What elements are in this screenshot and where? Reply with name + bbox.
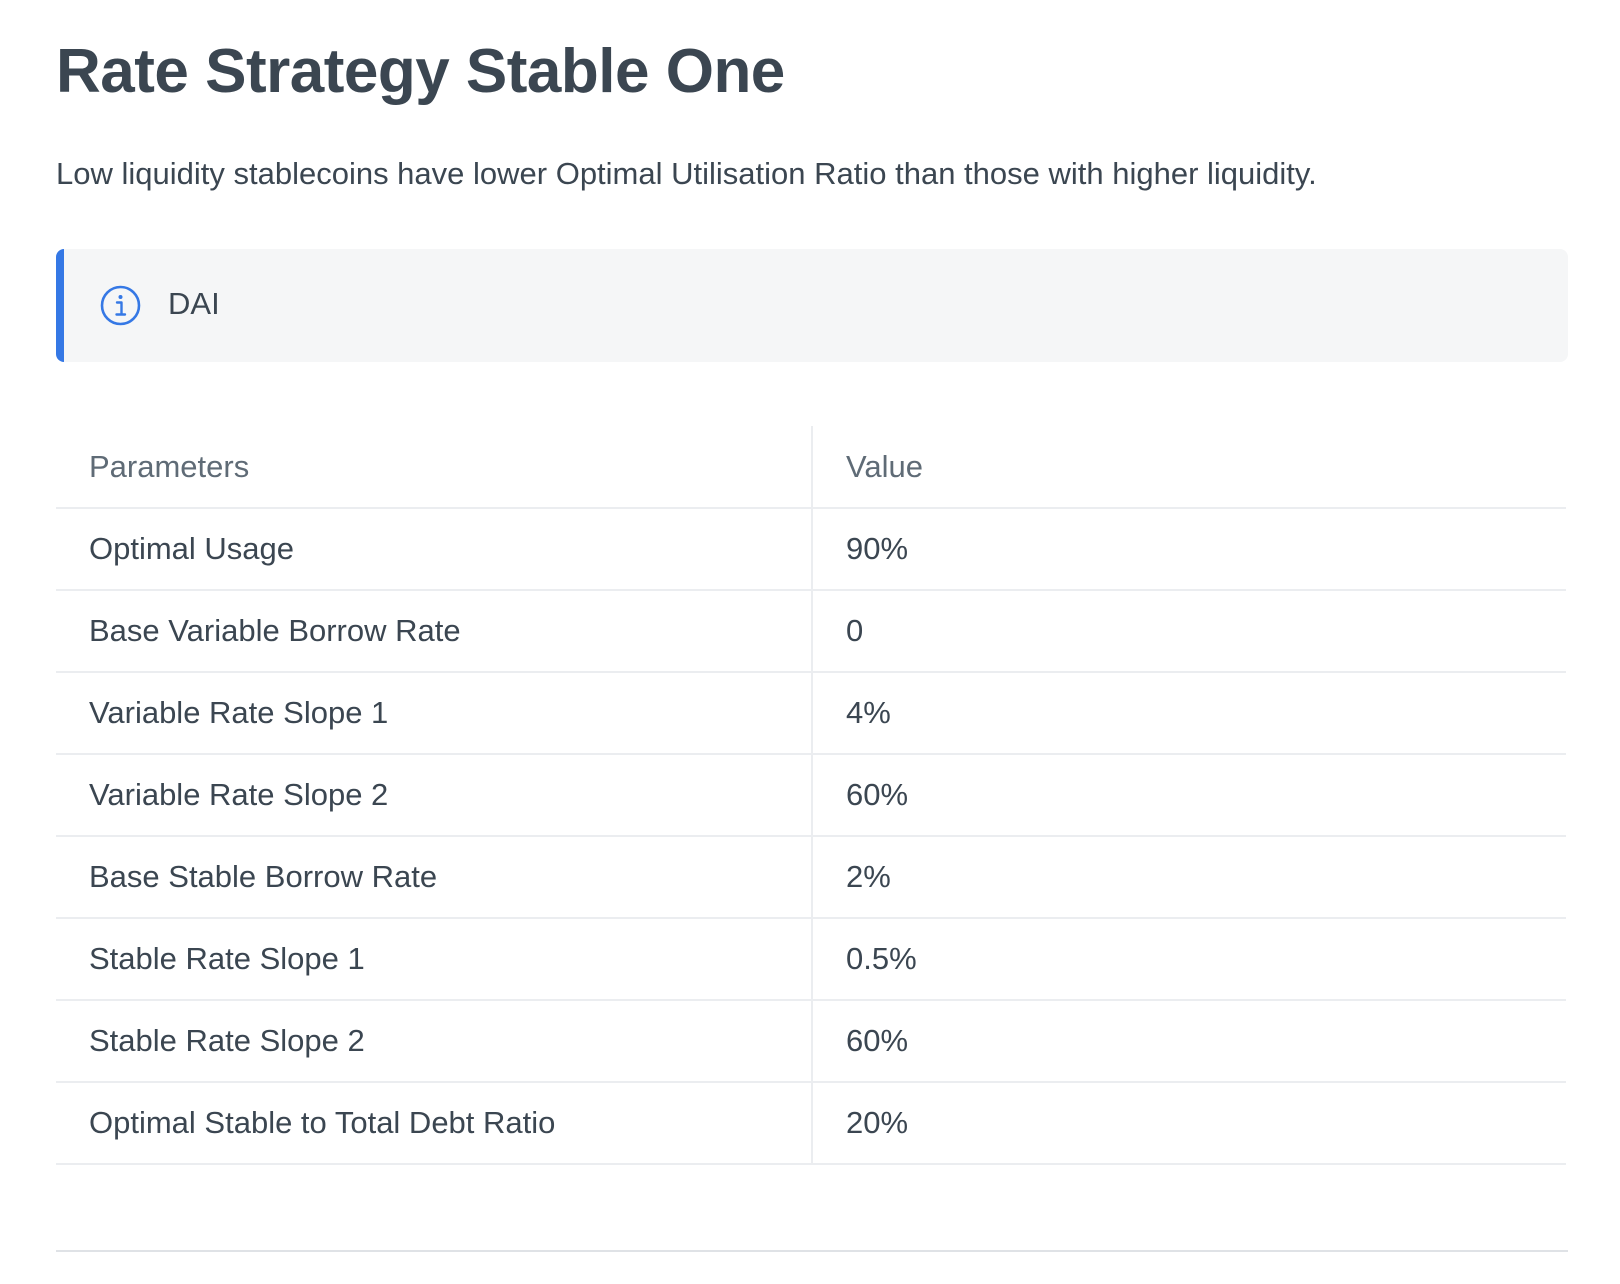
parameter-name: Stable Rate Slope 1 [56, 918, 813, 1001]
table-row: Optimal Stable to Total Debt Ratio 20% [56, 1082, 1566, 1165]
table-row: Stable Rate Slope 2 60% [56, 1000, 1566, 1083]
parameters-table: Parameters Value Optimal Usage 90% Base … [56, 426, 1566, 1165]
table-row: Variable Rate Slope 2 60% [56, 754, 1566, 837]
info-icon [100, 285, 141, 326]
column-header-value: Value [812, 426, 1566, 509]
table-header-row: Parameters Value [56, 426, 1566, 509]
page-title: Rate Strategy Stable One [56, 37, 785, 106]
parameter-name: Stable Rate Slope 2 [56, 1000, 813, 1083]
parameter-name: Variable Rate Slope 2 [56, 754, 813, 837]
table-row: Base Stable Borrow Rate 2% [56, 836, 1566, 919]
section-divider [56, 1250, 1568, 1252]
table-row: Optimal Usage 90% [56, 508, 1566, 591]
table-row: Base Variable Borrow Rate 0 [56, 590, 1566, 673]
parameter-name: Base Stable Borrow Rate [56, 836, 813, 919]
table-row: Stable Rate Slope 1 0.5% [56, 918, 1566, 1001]
info-callout: DAI [56, 249, 1568, 362]
parameter-value: 60% [812, 1000, 1566, 1083]
parameter-value: 2% [812, 836, 1566, 919]
parameter-value: 90% [812, 508, 1566, 591]
page-description: Low liquidity stablecoins have lower Opt… [56, 156, 1317, 191]
parameter-value: 0.5% [812, 918, 1566, 1001]
parameter-value: 60% [812, 754, 1566, 837]
parameter-value: 4% [812, 672, 1566, 755]
parameter-name: Optimal Usage [56, 508, 813, 591]
callout-text: DAI [168, 286, 220, 321]
parameter-name: Base Variable Borrow Rate [56, 590, 813, 673]
parameter-value: 20% [812, 1082, 1566, 1165]
table-row: Variable Rate Slope 1 4% [56, 672, 1566, 755]
parameter-name: Variable Rate Slope 1 [56, 672, 813, 755]
parameter-name: Optimal Stable to Total Debt Ratio [56, 1082, 813, 1165]
column-header-parameters: Parameters [56, 426, 813, 509]
parameter-value: 0 [812, 590, 1566, 673]
